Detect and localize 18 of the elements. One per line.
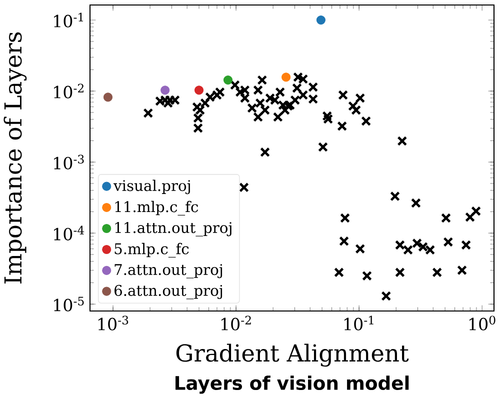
legend-label: 11.attn.out_proj	[115, 222, 232, 236]
x-tick-label: 10$^{0}$	[469, 316, 496, 330]
legend-label: visual.proj	[114, 180, 190, 194]
y-tick-label: 10$^{-3}$	[54, 154, 84, 170]
x-tick-label: 10$^{-3}$	[98, 316, 128, 330]
x-tick-label: 10$^{-2}$	[221, 316, 251, 330]
x-tick-label: 10$^{-1}$	[344, 316, 374, 330]
legend-label: 11.mlp.c_fc	[115, 200, 198, 216]
y-tick-label: 10$^{-5}$	[54, 296, 84, 312]
y-axis-title: Importance of Layers	[4, 32, 27, 284]
y-tick-label: 10$^{-2}$	[54, 84, 84, 98]
text: Layers of vision model	[176, 376, 409, 394]
legend-label: 6.attn.out_proj	[114, 284, 222, 300]
y-tick-label: 10$^{-4}$	[54, 226, 84, 240]
legend-label: 7.attn.out_proj	[114, 264, 222, 278]
legend-label: 5.mlp.c_fc	[114, 242, 189, 258]
y-tick-label: 10$^{-1}$	[54, 12, 83, 28]
x-axis-title: Gradient Alignment	[176, 344, 409, 367]
